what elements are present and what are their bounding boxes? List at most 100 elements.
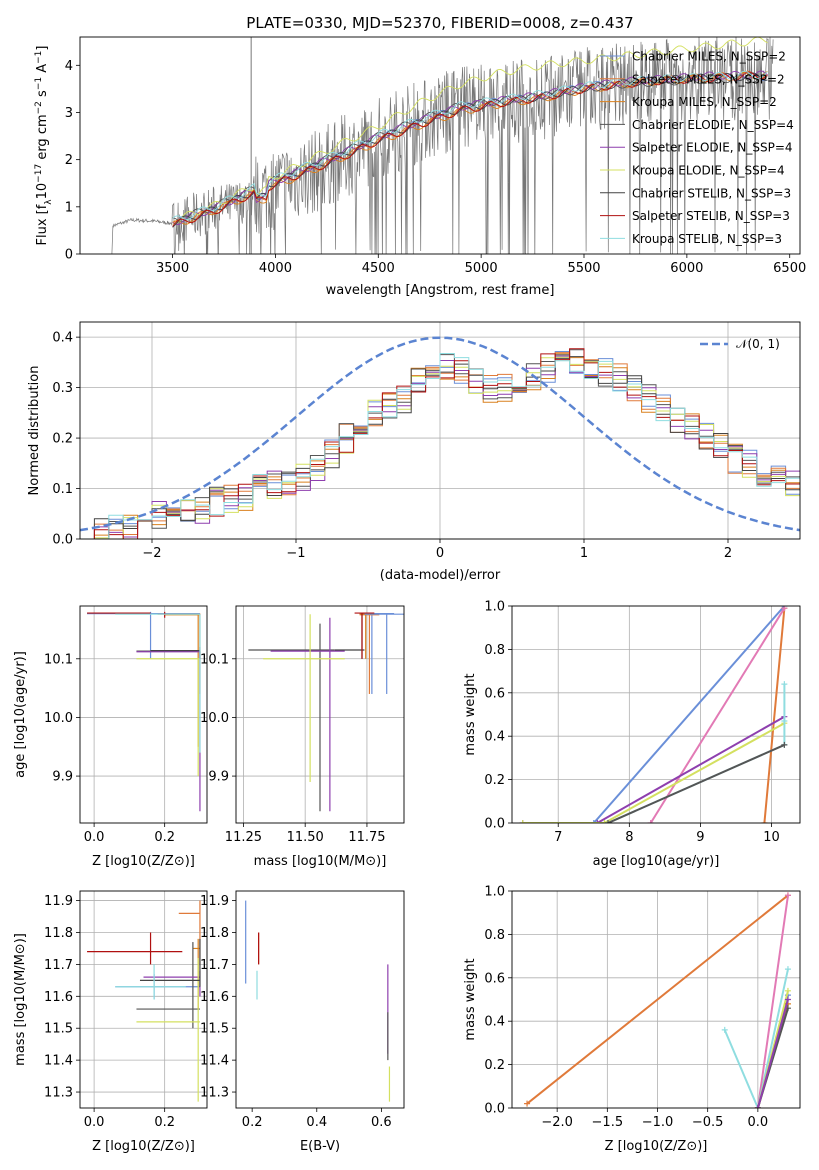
axes-frame — [511, 605, 801, 824]
y-axis-label: mass weight — [463, 958, 478, 1040]
legend-entry: Kroupa MILES, N_SSP=2 — [632, 95, 777, 109]
x-axis-label: age [log10(age/yr)] — [593, 854, 720, 869]
y-tick-label: 0.4 — [484, 1015, 505, 1030]
legend-text: Chabrier MILES, N_SSP=2 — [632, 50, 786, 64]
y-tick-label: 11.8 — [44, 926, 73, 941]
y-axis-label: Normed distribution — [27, 366, 42, 496]
plot-age-vs-mass: 11.25 11.50 11.75 9.9 10.0 10.1 mass [log10(M/… — [200, 605, 405, 869]
weight-marker — [601, 820, 608, 823]
plot-area — [519, 606, 788, 823]
x-tick-label: −2 — [142, 546, 161, 561]
y-label-part: λ — [44, 199, 54, 205]
weight-line-7 — [607, 743, 785, 823]
x-tick-label: 0.2 — [154, 830, 175, 845]
y-tick-label: 11.6 — [44, 990, 73, 1005]
grid-lines — [80, 891, 207, 1108]
y-tick-label: 0.4 — [484, 730, 505, 745]
x-axis-label: wavelength [Angstrom, rest frame] — [326, 283, 555, 298]
y-axis-label: mass [log10(M/M⊙)] — [13, 933, 28, 1066]
weight-marker — [784, 996, 791, 1003]
y-tick-label: 0.2 — [52, 432, 73, 447]
x-axis-label: Z [log10(Z/Z⊙)] — [92, 854, 195, 869]
y-tick-label: 11.5 — [44, 1022, 73, 1037]
legend-text: Kroupa ELODIE, N_SSP=4 — [632, 164, 785, 178]
y-tick-label: 11.3 — [200, 1086, 229, 1101]
x-tick-label: −1.5 — [592, 1115, 624, 1130]
y-tick-label: 0.2 — [484, 1058, 505, 1073]
y-tick-label: 1.0 — [484, 600, 505, 615]
plot-area — [87, 900, 201, 1102]
x-tick-label: 0.0 — [84, 830, 105, 845]
x-tick-label: 0.2 — [154, 1115, 175, 1130]
weight-marker — [781, 681, 788, 688]
y-label-part: s — [35, 90, 50, 101]
y-tick-label: 0.2 — [484, 773, 505, 788]
data-spectrum-line — [111, 37, 774, 254]
model-line-8 — [172, 71, 768, 227]
weight-line-1 — [526, 894, 789, 1105]
model-line-9 — [172, 70, 768, 220]
x-tick-label: −0.5 — [692, 1115, 724, 1130]
x-tick-label: 7 — [554, 830, 562, 845]
y-label-part: 10 — [35, 183, 50, 200]
y-tick-label: 11.5 — [200, 1022, 229, 1037]
plot-mass-vs-Z: 0.0 0.2 11.3 11.4 11.5 11.6 11.7 11.8 11.9 Z [log… — [13, 890, 208, 1154]
weight-line-3 — [649, 607, 786, 823]
x-tick-label: 8 — [625, 830, 633, 845]
y-tick-label: 9.9 — [208, 770, 229, 785]
y-tick-label: 10.1 — [200, 652, 229, 667]
legend-text: Chabrier STELIB, N_SSP=3 — [632, 186, 791, 200]
y-tick-label: 0.8 — [484, 928, 505, 943]
grid-lines — [80, 606, 207, 823]
axes-frame — [511, 890, 801, 1109]
plot-age-vs-Z: 0.0 0.2 9.9 10.0 10.1 Z [log10(Z/Z⊙)] age [log… — [13, 605, 208, 869]
x-tick-label: 0.0 — [84, 1115, 105, 1130]
y-tick-label: 11.9 — [200, 894, 229, 909]
y-tick-label: 11.9 — [44, 894, 73, 909]
x-tick-label: 4000 — [259, 261, 292, 276]
weight-marker — [781, 741, 788, 748]
y-tick-label: 11.8 — [200, 926, 229, 941]
weight-marker — [784, 966, 791, 973]
x-tick-label: −2.0 — [541, 1115, 573, 1130]
x-axis-label: (data-model)/error — [380, 568, 501, 583]
model-line-5 — [172, 70, 768, 226]
weight-marker — [519, 820, 526, 823]
legend-entry: 𝒩(0, 1) — [736, 337, 780, 351]
x-tick-label: 5500 — [567, 261, 600, 276]
gaussian-curve — [80, 336, 800, 532]
model-line-6 — [172, 37, 768, 225]
x-tick-label: 11.25 — [225, 830, 262, 845]
y-tick-label: 10.0 — [44, 711, 73, 726]
legend-entry: Chabrier STELIB, N_SSP=3 — [632, 186, 791, 200]
y-label-part: Flux [f — [35, 204, 50, 245]
histogram-step-9 — [80, 353, 800, 539]
weight-marker — [784, 987, 791, 994]
y-label-part: ] — [35, 46, 50, 51]
weight-line-8 — [756, 999, 789, 1108]
y-label-part: −17 — [34, 164, 44, 183]
y-tick-label: 11.3 — [44, 1086, 73, 1101]
plot-mass-vs-ebv: 0.2 0.4 0.6 11.3 11.4 11.5 11.6 11.7 11.8 11.9 E(B… — [200, 890, 405, 1154]
legend-text: Kroupa MILES, N_SSP=2 — [632, 95, 777, 109]
y-label-part: erg cm — [35, 114, 50, 163]
x-tick-label: 1 — [580, 546, 588, 561]
x-axis-label: Z [log10(Z/Z⊙)] — [92, 1139, 195, 1154]
plot-area — [245, 900, 391, 1102]
x-tick-label: 6000 — [670, 261, 703, 276]
model-line-7 — [172, 72, 768, 228]
y-tick-label: 0.8 — [484, 643, 505, 658]
y-label-part: A — [35, 64, 50, 77]
legend-text: Salpeter ELODIE, N_SSP=4 — [632, 141, 793, 155]
x-tick-label: 6500 — [773, 261, 806, 276]
axes-frame — [235, 605, 405, 824]
y-label-part: −1 — [34, 51, 44, 64]
y-tick-label: 9.9 — [52, 770, 73, 785]
y-tick-label: 3 — [65, 106, 73, 121]
x-tick-label: 3500 — [156, 261, 189, 276]
weight-line-5 — [522, 722, 785, 823]
x-tick-label: 0.4 — [306, 1115, 327, 1130]
axes-frame — [79, 321, 801, 540]
legend-entry: Salpeter MILES, N_SSP=2 — [632, 72, 785, 86]
y-tick-label: 10.1 — [44, 652, 73, 667]
